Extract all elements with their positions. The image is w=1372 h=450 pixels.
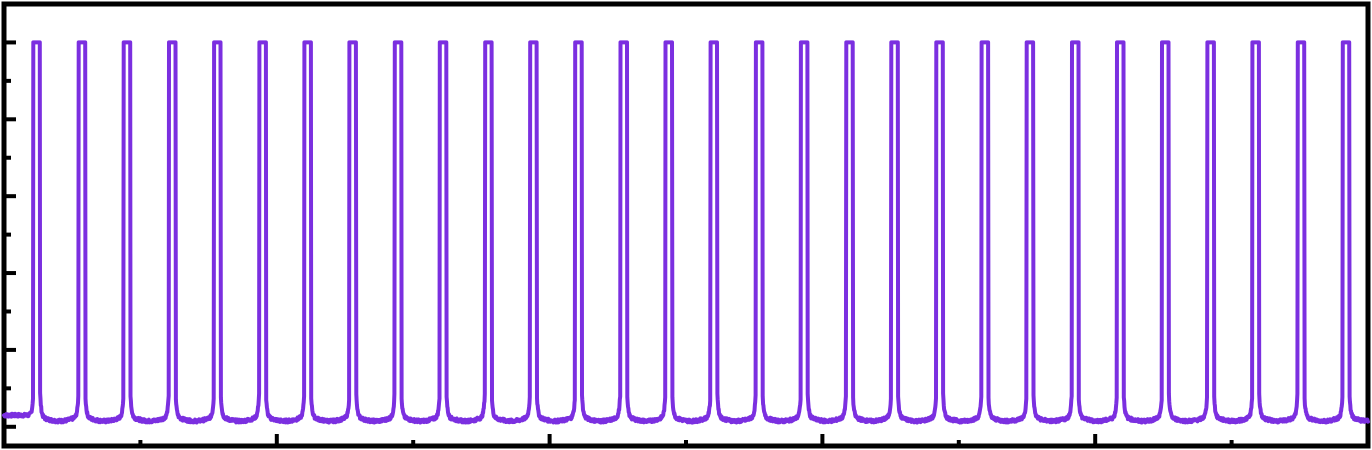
series-line — [2, 40, 1370, 425]
